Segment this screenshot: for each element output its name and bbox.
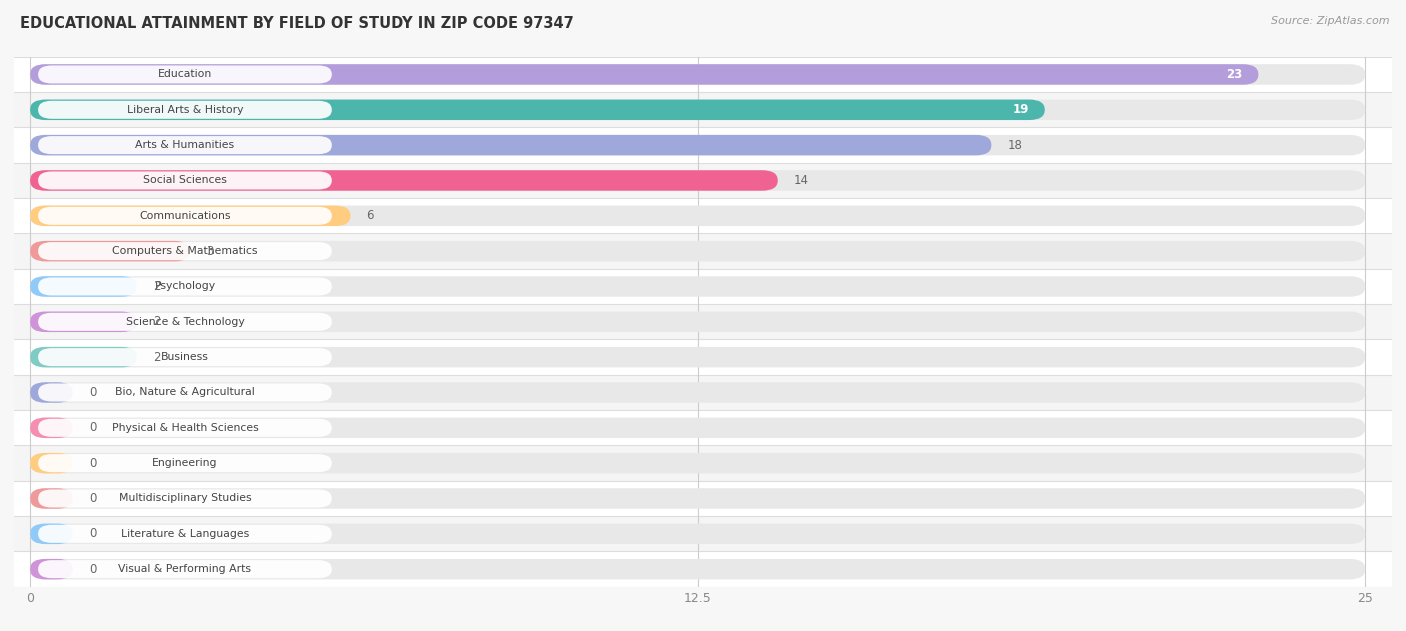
Bar bbox=[3, 233, 1392, 269]
Text: Education: Education bbox=[157, 69, 212, 80]
FancyBboxPatch shape bbox=[30, 170, 1365, 191]
FancyBboxPatch shape bbox=[30, 206, 1365, 226]
Text: EDUCATIONAL ATTAINMENT BY FIELD OF STUDY IN ZIP CODE 97347: EDUCATIONAL ATTAINMENT BY FIELD OF STUDY… bbox=[20, 16, 574, 31]
FancyBboxPatch shape bbox=[30, 382, 1365, 403]
FancyBboxPatch shape bbox=[30, 347, 136, 367]
FancyBboxPatch shape bbox=[38, 278, 332, 295]
FancyBboxPatch shape bbox=[30, 559, 1365, 579]
FancyBboxPatch shape bbox=[38, 101, 332, 119]
Text: 3: 3 bbox=[207, 245, 214, 257]
Bar bbox=[3, 410, 1392, 445]
Text: Engineering: Engineering bbox=[152, 458, 218, 468]
FancyBboxPatch shape bbox=[30, 524, 73, 544]
Text: 0: 0 bbox=[89, 563, 96, 575]
FancyBboxPatch shape bbox=[38, 348, 332, 366]
FancyBboxPatch shape bbox=[38, 242, 332, 260]
FancyBboxPatch shape bbox=[38, 66, 332, 83]
Text: Arts & Humanities: Arts & Humanities bbox=[135, 140, 235, 150]
FancyBboxPatch shape bbox=[30, 241, 190, 261]
Bar bbox=[3, 92, 1392, 127]
FancyBboxPatch shape bbox=[30, 276, 1365, 297]
FancyBboxPatch shape bbox=[30, 241, 1365, 261]
FancyBboxPatch shape bbox=[30, 488, 73, 509]
FancyBboxPatch shape bbox=[30, 418, 1365, 438]
FancyBboxPatch shape bbox=[38, 207, 332, 225]
Text: Social Sciences: Social Sciences bbox=[143, 175, 226, 186]
Text: Source: ZipAtlas.com: Source: ZipAtlas.com bbox=[1271, 16, 1389, 26]
FancyBboxPatch shape bbox=[30, 170, 778, 191]
Text: 2: 2 bbox=[153, 280, 160, 293]
Text: 19: 19 bbox=[1012, 103, 1029, 116]
FancyBboxPatch shape bbox=[38, 384, 332, 401]
FancyBboxPatch shape bbox=[38, 136, 332, 154]
FancyBboxPatch shape bbox=[30, 206, 350, 226]
Text: Bio, Nature & Agricultural: Bio, Nature & Agricultural bbox=[115, 387, 254, 398]
Text: Liberal Arts & History: Liberal Arts & History bbox=[127, 105, 243, 115]
Bar bbox=[3, 516, 1392, 551]
FancyBboxPatch shape bbox=[38, 525, 332, 543]
FancyBboxPatch shape bbox=[30, 64, 1365, 85]
FancyBboxPatch shape bbox=[30, 276, 136, 297]
Bar bbox=[3, 481, 1392, 516]
FancyBboxPatch shape bbox=[38, 172, 332, 189]
FancyBboxPatch shape bbox=[30, 100, 1365, 120]
Text: Multidisciplinary Studies: Multidisciplinary Studies bbox=[118, 493, 252, 504]
Bar bbox=[3, 339, 1392, 375]
Bar bbox=[3, 445, 1392, 481]
Text: 0: 0 bbox=[89, 492, 96, 505]
Text: 18: 18 bbox=[1008, 139, 1022, 151]
Bar bbox=[3, 127, 1392, 163]
Bar bbox=[3, 163, 1392, 198]
FancyBboxPatch shape bbox=[30, 312, 136, 332]
Bar bbox=[3, 57, 1392, 92]
Text: 23: 23 bbox=[1226, 68, 1243, 81]
FancyBboxPatch shape bbox=[30, 135, 991, 155]
FancyBboxPatch shape bbox=[38, 560, 332, 578]
Text: Science & Technology: Science & Technology bbox=[125, 317, 245, 327]
Text: Communications: Communications bbox=[139, 211, 231, 221]
FancyBboxPatch shape bbox=[30, 100, 1045, 120]
Bar bbox=[3, 551, 1392, 587]
Text: 14: 14 bbox=[794, 174, 808, 187]
Bar bbox=[3, 269, 1392, 304]
FancyBboxPatch shape bbox=[30, 135, 1365, 155]
Bar bbox=[3, 375, 1392, 410]
Text: 0: 0 bbox=[89, 457, 96, 469]
Text: Literature & Languages: Literature & Languages bbox=[121, 529, 249, 539]
FancyBboxPatch shape bbox=[30, 347, 1365, 367]
FancyBboxPatch shape bbox=[30, 524, 1365, 544]
Bar bbox=[3, 198, 1392, 233]
FancyBboxPatch shape bbox=[30, 418, 73, 438]
Text: 0: 0 bbox=[89, 422, 96, 434]
Text: 2: 2 bbox=[153, 351, 160, 363]
Text: Business: Business bbox=[162, 352, 209, 362]
FancyBboxPatch shape bbox=[38, 419, 332, 437]
FancyBboxPatch shape bbox=[38, 490, 332, 507]
FancyBboxPatch shape bbox=[30, 64, 1258, 85]
Text: 0: 0 bbox=[89, 386, 96, 399]
FancyBboxPatch shape bbox=[30, 312, 1365, 332]
Text: 0: 0 bbox=[89, 528, 96, 540]
Text: 6: 6 bbox=[367, 209, 374, 222]
FancyBboxPatch shape bbox=[30, 382, 73, 403]
FancyBboxPatch shape bbox=[30, 488, 1365, 509]
Text: 2: 2 bbox=[153, 316, 160, 328]
Bar bbox=[3, 304, 1392, 339]
Text: Physical & Health Sciences: Physical & Health Sciences bbox=[111, 423, 259, 433]
Text: Visual & Performing Arts: Visual & Performing Arts bbox=[118, 564, 252, 574]
FancyBboxPatch shape bbox=[30, 559, 73, 579]
FancyBboxPatch shape bbox=[30, 453, 1365, 473]
Text: Psychology: Psychology bbox=[155, 281, 215, 292]
FancyBboxPatch shape bbox=[38, 454, 332, 472]
FancyBboxPatch shape bbox=[38, 313, 332, 331]
Text: Computers & Mathematics: Computers & Mathematics bbox=[112, 246, 257, 256]
FancyBboxPatch shape bbox=[30, 453, 73, 473]
